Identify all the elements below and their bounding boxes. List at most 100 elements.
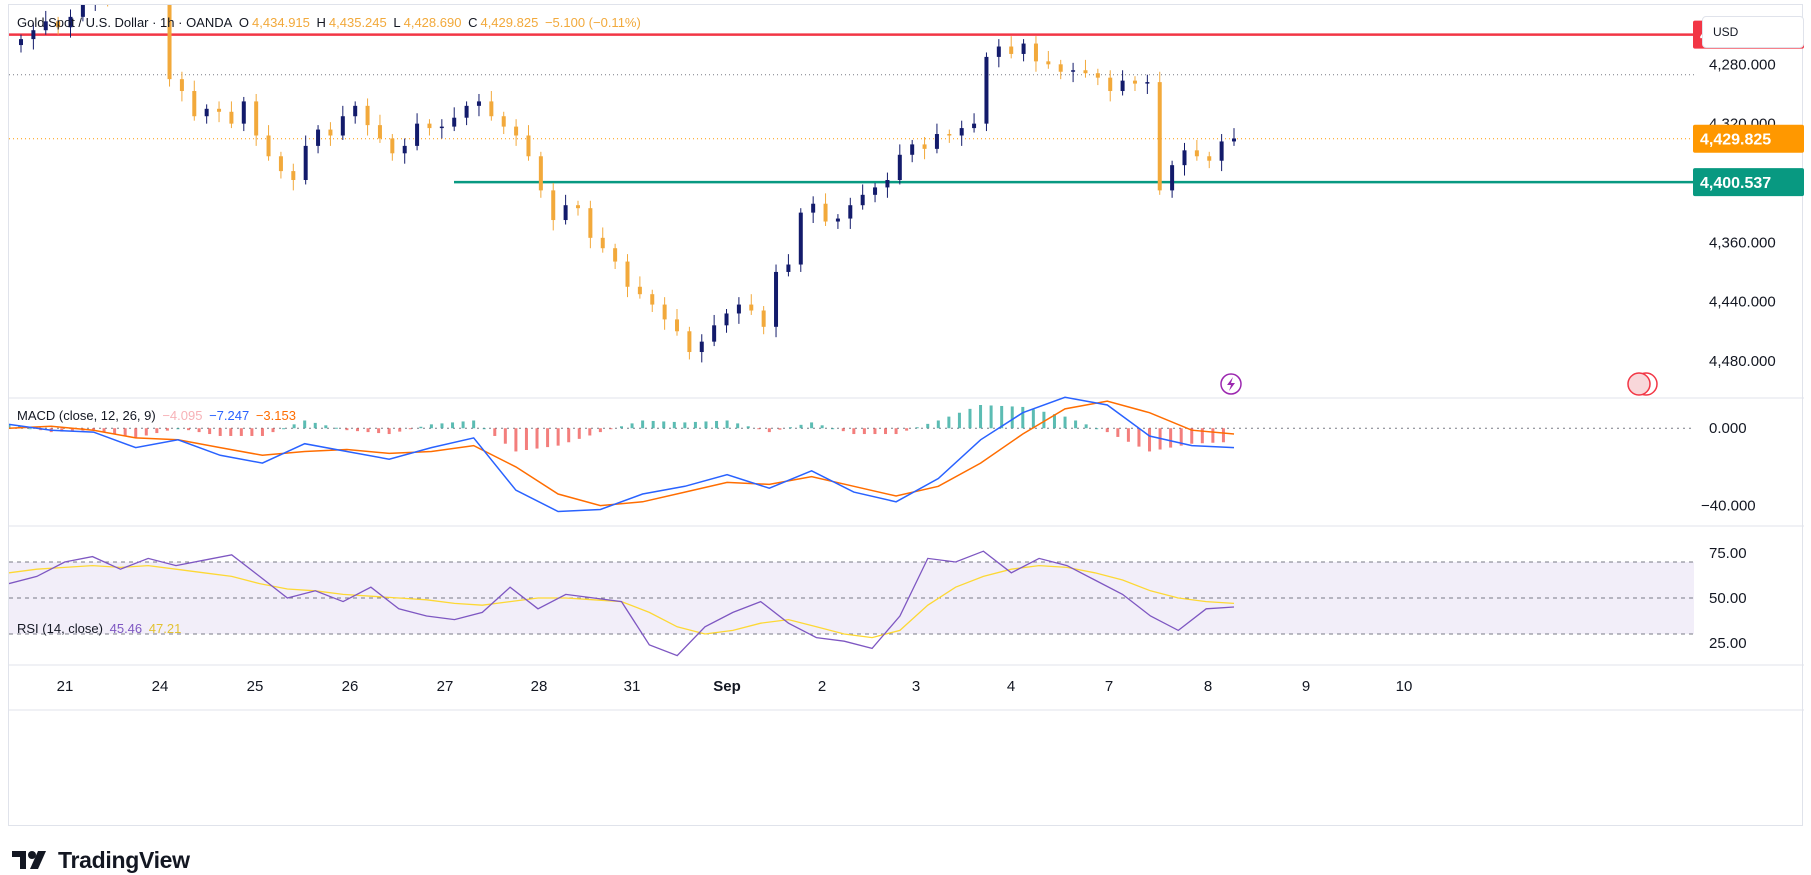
macd-histogram-bar	[60, 428, 64, 432]
currency-button[interactable]: USD	[1702, 16, 1804, 48]
macd-histogram-bar	[1169, 428, 1173, 448]
macd-histogram-bar	[683, 422, 687, 429]
rsi-value: 45.46	[109, 621, 143, 636]
macd-histogram-bar	[144, 428, 148, 436]
h-value: 4,435.245	[328, 15, 387, 30]
symbol-title[interactable]: Gold Spot / U.S. Dollar · 1h · OANDA	[17, 15, 233, 30]
l-value: 4,428.690	[403, 15, 462, 30]
macd-histogram-bar	[440, 423, 444, 429]
macd-histogram-bar	[862, 428, 866, 435]
macd-histogram-bar	[102, 428, 106, 433]
tradingview-logo-text: TradingView	[58, 846, 190, 873]
price-axis-label: 4,480.000	[1709, 353, 1776, 370]
macd-histogram-bar	[493, 428, 497, 436]
candle-body	[712, 325, 717, 342]
candle-body	[328, 129, 333, 136]
candle-body	[774, 271, 779, 327]
time-axis-label: 3	[912, 678, 920, 695]
time-axis-label: Sep	[713, 678, 741, 695]
candle-body	[254, 101, 259, 136]
macd-histogram-bar	[947, 416, 951, 429]
macd-histogram-bar	[429, 424, 433, 429]
macd-histogram-bar	[651, 420, 655, 429]
candle-body	[377, 125, 382, 139]
macd-histogram-bar	[282, 428, 286, 430]
candle-body	[415, 123, 420, 146]
macd-histogram-bar	[704, 421, 708, 429]
lightning-event-glyph	[1227, 377, 1235, 391]
candle-body	[637, 286, 642, 295]
time-axis-label: 24	[152, 678, 169, 695]
macd-histogram-bar	[873, 428, 877, 435]
time-axis-label: 31	[624, 678, 641, 695]
candle-body	[353, 105, 358, 117]
macd-histogram-bar	[345, 428, 349, 431]
macd-signal-line	[9, 400, 1235, 507]
candle-body	[204, 108, 209, 117]
macd-axis-label: −40.000	[1701, 498, 1756, 515]
candle-body	[303, 145, 308, 180]
macd-histogram-bar	[1095, 428, 1099, 430]
macd-histogram-bar	[524, 428, 528, 450]
candle-body	[390, 138, 395, 154]
macd-histogram-bar	[176, 428, 180, 430]
candle-body	[600, 237, 605, 249]
candle-body	[1095, 73, 1100, 78]
candle-body	[687, 331, 692, 353]
macd-histogram-bar	[1126, 428, 1130, 442]
macd-title[interactable]: MACD (close, 12, 26, 9)	[17, 408, 156, 423]
macd-histogram-bar	[1010, 406, 1014, 429]
candle-body	[650, 294, 655, 305]
macd-histogram-bar	[757, 428, 761, 430]
macd-histogram-bar	[239, 428, 243, 436]
o-value: 4,434.915	[252, 15, 310, 30]
price-axis-label: 4,280.000	[1709, 56, 1776, 73]
change-value: −5.100 (−0.11%)	[544, 15, 641, 30]
candle-body	[996, 46, 1001, 57]
macd-histogram-bar	[1000, 405, 1004, 429]
candle-body	[167, 5, 172, 80]
macd-histogram-bar	[292, 424, 296, 429]
macd-histogram-bar	[546, 428, 550, 448]
us-flag-event-icon	[1627, 372, 1651, 396]
macd-histogram-bar	[767, 428, 771, 433]
candle-body	[811, 203, 816, 213]
macd-histogram-bar	[366, 428, 370, 433]
time-axis-label: 21	[57, 678, 74, 695]
macd-histogram-bar	[1074, 420, 1078, 429]
macd-histogram-bar	[387, 428, 391, 435]
time-axis-label: 27	[437, 678, 454, 695]
macd-histogram-bar	[271, 428, 275, 433]
macd-histogram-bar	[715, 420, 719, 429]
macd-histogram-bar	[820, 425, 824, 429]
candle-body	[613, 248, 618, 262]
candle-body	[192, 91, 197, 117]
macd-histogram-bar	[155, 428, 159, 434]
macd-histogram-bar	[9, 424, 11, 429]
candle-body	[1009, 46, 1014, 54]
rsi-ma-value: 47.21	[148, 621, 182, 636]
candle-body	[749, 304, 754, 311]
rsi-legend: RSI (14, close) 45.46 47.21	[17, 621, 184, 636]
macd-histogram-bar	[70, 428, 74, 432]
macd-histogram-bar	[187, 428, 191, 431]
macd-histogram-bar	[736, 423, 740, 429]
o-label: O	[238, 15, 250, 30]
macd-histogram-bar	[567, 428, 571, 443]
candle-body	[291, 171, 296, 180]
candle-body	[972, 123, 977, 129]
macd-histogram-bar	[514, 428, 518, 452]
candle-body	[439, 126, 444, 129]
macd-histogram-bar	[355, 428, 359, 432]
rsi-title[interactable]: RSI (14, close)	[17, 621, 103, 636]
macd-histogram-bar	[957, 412, 961, 429]
macd-histogram-bar	[91, 428, 95, 431]
macd-histogram-bar	[810, 422, 814, 429]
macd-histogram-bar	[693, 421, 697, 429]
candle-body	[588, 208, 593, 238]
candle-body	[575, 205, 580, 209]
macd-histogram-bar	[535, 428, 539, 449]
candle-body	[736, 304, 741, 314]
candle-body	[229, 111, 234, 124]
tradingview-logo[interactable]: TradingView	[12, 846, 190, 873]
